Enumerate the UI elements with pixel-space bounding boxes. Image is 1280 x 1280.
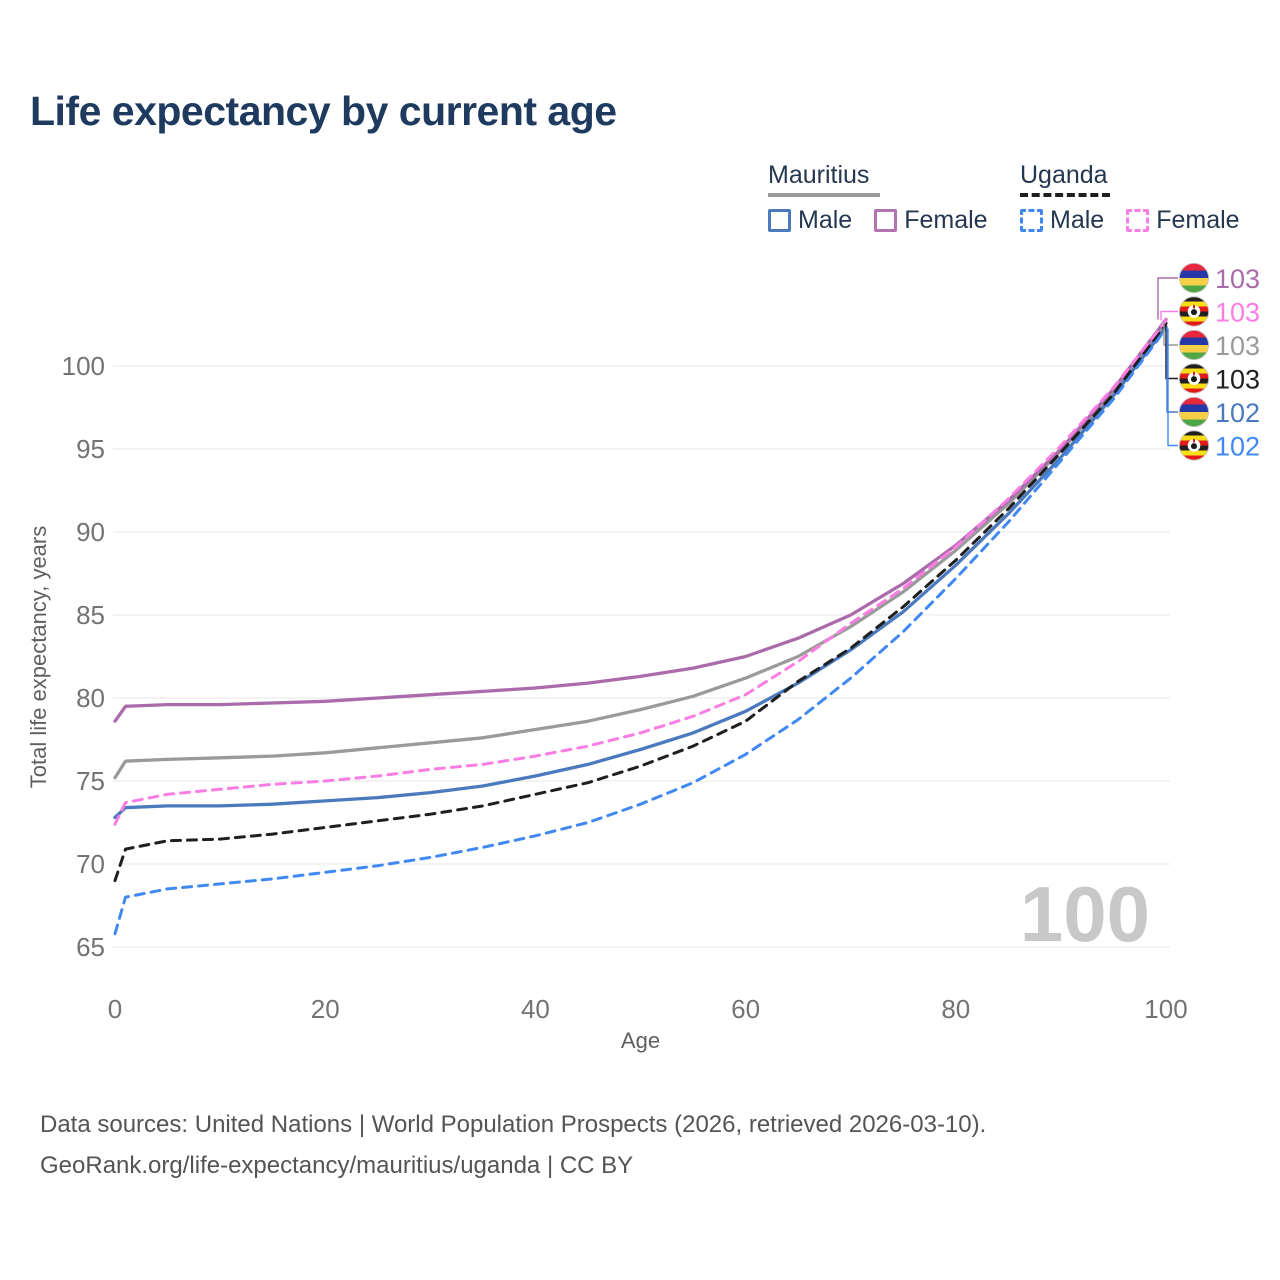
line-mauritius-all[interactable] <box>113 321 1168 780</box>
end-value-label-uganda-male: 102 <box>1215 432 1260 462</box>
line-uganda-female[interactable] <box>113 318 1168 826</box>
y-tick-label: 75 <box>76 766 105 796</box>
legend-item-mauritius-male[interactable]: Male <box>768 206 852 235</box>
flag-ring <box>1179 363 1210 394</box>
flag-ring <box>1179 262 1210 293</box>
uganda-line-sample <box>1020 193 1110 197</box>
legend-group-uganda: Uganda Male Female <box>1020 161 1240 235</box>
legend-item-label: Female <box>904 206 988 234</box>
flag-ring <box>1179 329 1210 360</box>
leader-line-mauritius-male <box>1166 327 1178 413</box>
x-tick-label: 100 <box>1144 994 1187 1024</box>
mauritius-flag-icon <box>1179 330 1209 360</box>
legend-checkbox-uganda-male[interactable] <box>1020 209 1043 232</box>
uganda-flag-icon <box>1179 430 1209 461</box>
legend-items-mauritius: Male Female <box>768 206 988 235</box>
uganda-flag-icon <box>1179 296 1209 327</box>
legend-item-label: Male <box>1050 206 1105 234</box>
x-axis-title: Age <box>621 1028 660 1053</box>
legend-item-mauritius-female[interactable]: Female <box>874 206 988 235</box>
leader-line-mauritius-female <box>1157 277 1178 320</box>
flag-ring <box>1179 430 1210 461</box>
data-sources-footer: Data sources: United Nations | World Pop… <box>40 1104 986 1186</box>
y-tick-label: 85 <box>76 600 105 630</box>
page-title: Life expectancy by current age <box>30 88 617 134</box>
y-axis-title: Total life expectancy, years <box>26 526 51 789</box>
leader-line-uganda-male <box>1167 328 1178 447</box>
y-tick-label: 65 <box>76 932 105 962</box>
legend-checkbox-mauritius-female[interactable] <box>874 209 898 232</box>
x-tick-label: 20 <box>311 994 340 1024</box>
leader-line-uganda-all <box>1165 323 1178 380</box>
legend-checkbox-uganda-female[interactable] <box>1126 209 1150 232</box>
y-tick-label: 70 <box>76 849 105 879</box>
x-tick-label: 60 <box>731 994 760 1024</box>
legend-group-mauritius: Mauritius Male Female <box>768 161 988 235</box>
flag-ring <box>1179 396 1210 427</box>
legend-item-label: Male <box>798 206 853 234</box>
x-tick-label: 40 <box>521 994 550 1024</box>
leader-line-uganda-female <box>1160 310 1178 321</box>
mauritius-flag-icon <box>1179 263 1209 293</box>
y-tick-label: 80 <box>76 683 105 713</box>
age-watermark: 100 <box>1020 870 1150 958</box>
mauritius-line-sample <box>768 193 880 197</box>
leader-line-mauritius-all <box>1163 322 1178 346</box>
uganda-flag-icon <box>1179 363 1209 394</box>
y-tick-label: 90 <box>76 517 105 547</box>
end-value-label-mauritius-all: 103 <box>1215 331 1260 361</box>
end-value-label-uganda-all: 103 <box>1215 365 1260 395</box>
mauritius-flag-icon <box>1179 397 1209 427</box>
y-tick-label: 100 <box>62 351 105 381</box>
end-value-label-mauritius-male: 102 <box>1215 398 1260 428</box>
legend-group-mauritius-label: Mauritius <box>768 161 870 189</box>
legend-item-uganda-female[interactable]: Female <box>1126 206 1240 235</box>
end-value-label-mauritius-female: 103 <box>1215 264 1260 294</box>
line-uganda-male[interactable] <box>113 327 1168 936</box>
x-tick-label: 0 <box>108 994 122 1024</box>
legend-item-uganda-male[interactable]: Male <box>1020 206 1104 235</box>
line-uganda-all[interactable] <box>113 322 1168 883</box>
y-tick-label: 95 <box>76 434 105 464</box>
flag-ring <box>1179 296 1210 327</box>
legend-items-uganda: Male Female <box>1020 206 1240 235</box>
footer-line-2: GeoRank.org/life-expectancy/mauritius/ug… <box>40 1152 634 1179</box>
end-value-label-uganda-female: 103 <box>1215 298 1260 328</box>
footer-line-1: Data sources: United Nations | World Pop… <box>40 1111 987 1138</box>
legend-item-label: Female <box>1156 206 1240 234</box>
legend-checkbox-mauritius-male[interactable] <box>768 209 791 232</box>
legend-group-uganda-label: Uganda <box>1020 161 1108 189</box>
x-tick-label: 80 <box>941 994 970 1024</box>
line-mauritius-male[interactable] <box>113 325 1168 820</box>
